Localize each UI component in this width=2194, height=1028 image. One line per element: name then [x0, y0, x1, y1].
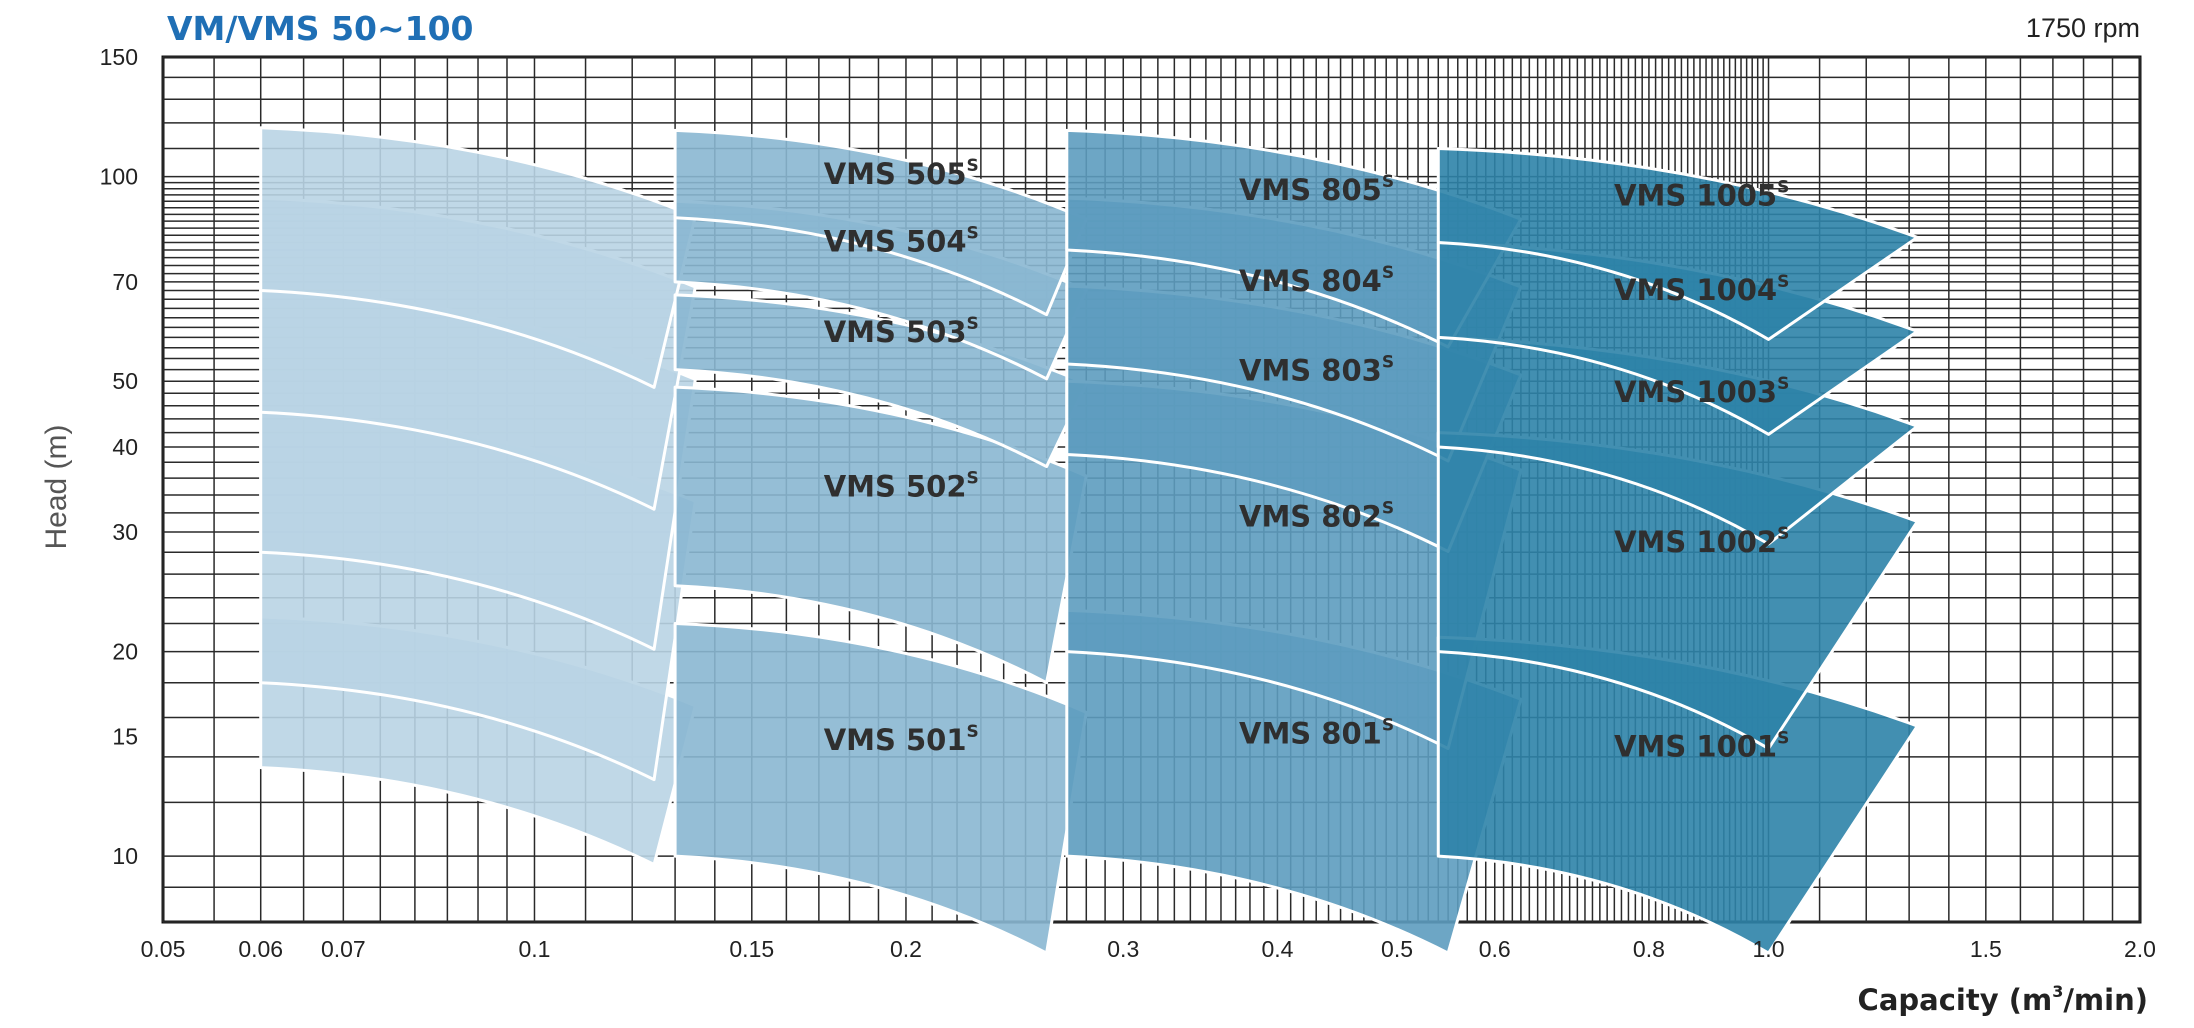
region-label: VMS 503S [824, 314, 979, 349]
x-tick-label: 2.0 [2124, 936, 2156, 962]
region-label: VMS 802S [1239, 498, 1394, 533]
region-label: VMS 502S [824, 468, 979, 503]
region-label-sup: S [1777, 374, 1789, 394]
x-tick-label: 0.6 [1479, 936, 1511, 962]
region-label: VMS 505S [824, 156, 979, 191]
x-tick-label: 1.5 [1970, 936, 2002, 962]
x-tick-label: 0.3 [1107, 936, 1139, 962]
region-label-text: VMS 803 [1239, 353, 1382, 387]
y-tick-label: 10 [112, 843, 138, 869]
region-label-sup: S [1777, 272, 1789, 292]
x-tick-label: 0.5 [1381, 936, 1413, 962]
region-label-sup: S [1382, 263, 1394, 283]
region-label: VMS 804S [1239, 263, 1394, 298]
region-label: VMS 1002S [1614, 524, 1789, 559]
y-tick-label: 150 [100, 44, 138, 70]
x-tick-label: 0.06 [238, 936, 283, 962]
x-axis-label: Capacity (m3/min) [1858, 982, 2148, 1017]
axis-ticks: 0.05 0.06 0.07 0.1 0.15 0.2 0.3 0.4 0.5 0.6 0.8 1.0… [100, 44, 2156, 962]
region-label-text: VMS 503 [824, 315, 967, 349]
region-label-sup: S [1382, 172, 1394, 192]
x-axis-label-main: Capacity (m [1858, 983, 2053, 1017]
y-tick-label: 70 [112, 269, 138, 295]
y-tick-label: 40 [112, 434, 138, 460]
x-axis-label-end: /min) [2063, 983, 2148, 1017]
y-tick-label: 30 [112, 519, 138, 545]
x-axis-label-sup: 3 [2052, 982, 2063, 1001]
region-label-text: VMS 1001 [1614, 730, 1777, 764]
y-tick-label: 100 [100, 164, 138, 190]
pump-regions [259, 126, 1919, 955]
y-tick-label: 50 [112, 368, 138, 394]
region-label-sup: S [967, 156, 979, 176]
chart-title: VM/VMS 50~100 [167, 9, 474, 48]
region-label-text: VMS 1003 [1614, 375, 1777, 409]
region-label-sup: S [967, 468, 979, 488]
region-label-text: VMS 505 [824, 157, 967, 191]
region-label: VMS 1005S [1614, 178, 1789, 213]
region-label-text: VMS 502 [824, 469, 967, 503]
region-label-sup: S [1777, 729, 1789, 749]
region-label-text: VMS 804 [1239, 264, 1382, 298]
region-label-text: VMS 1005 [1614, 179, 1777, 213]
region-label-sup: S [1777, 524, 1789, 544]
region-label: VMS 801S [1239, 715, 1394, 750]
region-label-text: VMS 801 [1239, 716, 1382, 750]
region-label-sup: S [967, 314, 979, 334]
x-tick-label: 0.8 [1633, 936, 1665, 962]
x-tick-label: 0.1 [518, 936, 550, 962]
x-tick-label: 0.4 [1261, 936, 1293, 962]
region-label: VMS 501S [824, 722, 979, 757]
speed-label: 1750 rpm [2026, 13, 2140, 43]
x-tick-label: 0.2 [890, 936, 922, 962]
x-tick-label: 1.0 [1753, 936, 1785, 962]
region-label-text: VMS 802 [1239, 499, 1382, 533]
region-label-sup: S [1382, 352, 1394, 372]
region-label-sup: S [967, 224, 979, 244]
x-tick-label: 0.05 [141, 936, 186, 962]
region-label-text: VMS 805 [1239, 173, 1382, 207]
x-tick-label: 0.15 [729, 936, 774, 962]
region-label-text: VMS 1002 [1614, 525, 1777, 559]
region-label: VMS 1003S [1614, 374, 1789, 409]
pump-region [1436, 147, 1919, 341]
y-tick-label: 15 [112, 723, 138, 749]
region-label-text: VMS 501 [824, 723, 967, 757]
region-label-sup: S [1382, 498, 1394, 518]
region-label: VMS 504S [824, 224, 979, 259]
region-label-text: VMS 1004 [1614, 273, 1777, 307]
x-tick-label: 0.07 [321, 936, 366, 962]
region-label-text: VMS 504 [824, 225, 967, 259]
y-tick-label: 20 [112, 639, 138, 665]
region-label: VMS 1001S [1614, 729, 1789, 764]
region-label: VMS 803S [1239, 352, 1394, 387]
region-label-sup: S [1382, 715, 1394, 735]
region-label: VMS 1004S [1614, 272, 1789, 307]
region-label: VMS 805S [1239, 172, 1394, 207]
region-label-sup: S [1777, 178, 1789, 198]
region-label-sup: S [967, 722, 979, 742]
y-axis-label: Head (m) [40, 424, 73, 549]
